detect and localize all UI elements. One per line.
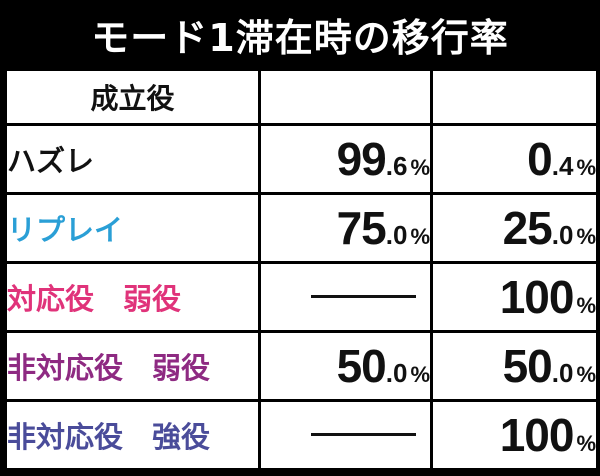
stay-dec: .0: [385, 358, 408, 388]
stay-rate: [258, 399, 433, 471]
role-label: リプレイ: [4, 192, 261, 264]
mode2-rate: 100%: [430, 261, 599, 333]
mode2-dec: .4: [551, 151, 574, 181]
transition-table: 成立役 移行せず モード2へ ハズレ 99.6% 0.4% リプレイ 75.0%…: [4, 68, 599, 471]
stay-int: 99: [336, 133, 387, 185]
stay-rate: [258, 261, 433, 333]
stay-pct: %: [410, 362, 430, 387]
stay-int: 50: [336, 340, 387, 392]
mode2-pct: %: [576, 362, 596, 387]
role-label: 対応役 弱役: [4, 261, 261, 333]
mode2-int: 50: [502, 340, 553, 392]
mode2-dec: .0: [551, 358, 574, 388]
mode2-dec: .0: [551, 220, 574, 250]
table-row: 対応役 弱役 100%: [4, 261, 599, 333]
header-mode2: モード2へ: [430, 68, 599, 126]
mode2-pct: %: [576, 155, 596, 180]
mode2-rate: 50.0%: [430, 330, 599, 402]
header-stay: 移行せず: [258, 68, 433, 126]
mode2-rate: 100%: [430, 399, 599, 471]
mode2-int: 100: [499, 409, 575, 461]
page-title: モード1滞在時の移行率: [91, 15, 509, 60]
stay-dec: .0: [385, 220, 408, 250]
stay-pct: %: [410, 224, 430, 249]
mode2-pct: %: [576, 431, 596, 456]
table-row: リプレイ 75.0% 25.0%: [4, 192, 599, 264]
stay-pct: %: [410, 155, 430, 180]
mode2-int: 25: [502, 202, 553, 254]
mode2-rate: 0.4%: [430, 123, 599, 195]
dash-mark: [311, 295, 416, 299]
mode2-int: 100: [499, 271, 575, 323]
stay-dec: .6: [385, 151, 408, 181]
role-label: ハズレ: [4, 123, 261, 195]
stay-int: 75: [336, 202, 387, 254]
mode2-pct: %: [576, 293, 596, 318]
mode2-pct: %: [576, 224, 596, 249]
stay-rate: 50.0%: [258, 330, 433, 402]
stay-rate: 99.6%: [258, 123, 433, 195]
dash-mark: [311, 433, 416, 437]
role-label: 非対応役 強役: [4, 399, 261, 471]
role-label: 非対応役 弱役: [4, 330, 261, 402]
table-row: ハズレ 99.6% 0.4%: [4, 123, 599, 195]
table-row: 非対応役 強役 100%: [4, 399, 599, 471]
header-role: 成立役: [4, 68, 261, 126]
mode2-int: 0: [527, 133, 553, 185]
header-row: 成立役 移行せず モード2へ: [4, 68, 599, 126]
stay-rate: 75.0%: [258, 192, 433, 264]
table-row: 非対応役 弱役 50.0% 50.0%: [4, 330, 599, 402]
mode2-rate: 25.0%: [430, 192, 599, 264]
